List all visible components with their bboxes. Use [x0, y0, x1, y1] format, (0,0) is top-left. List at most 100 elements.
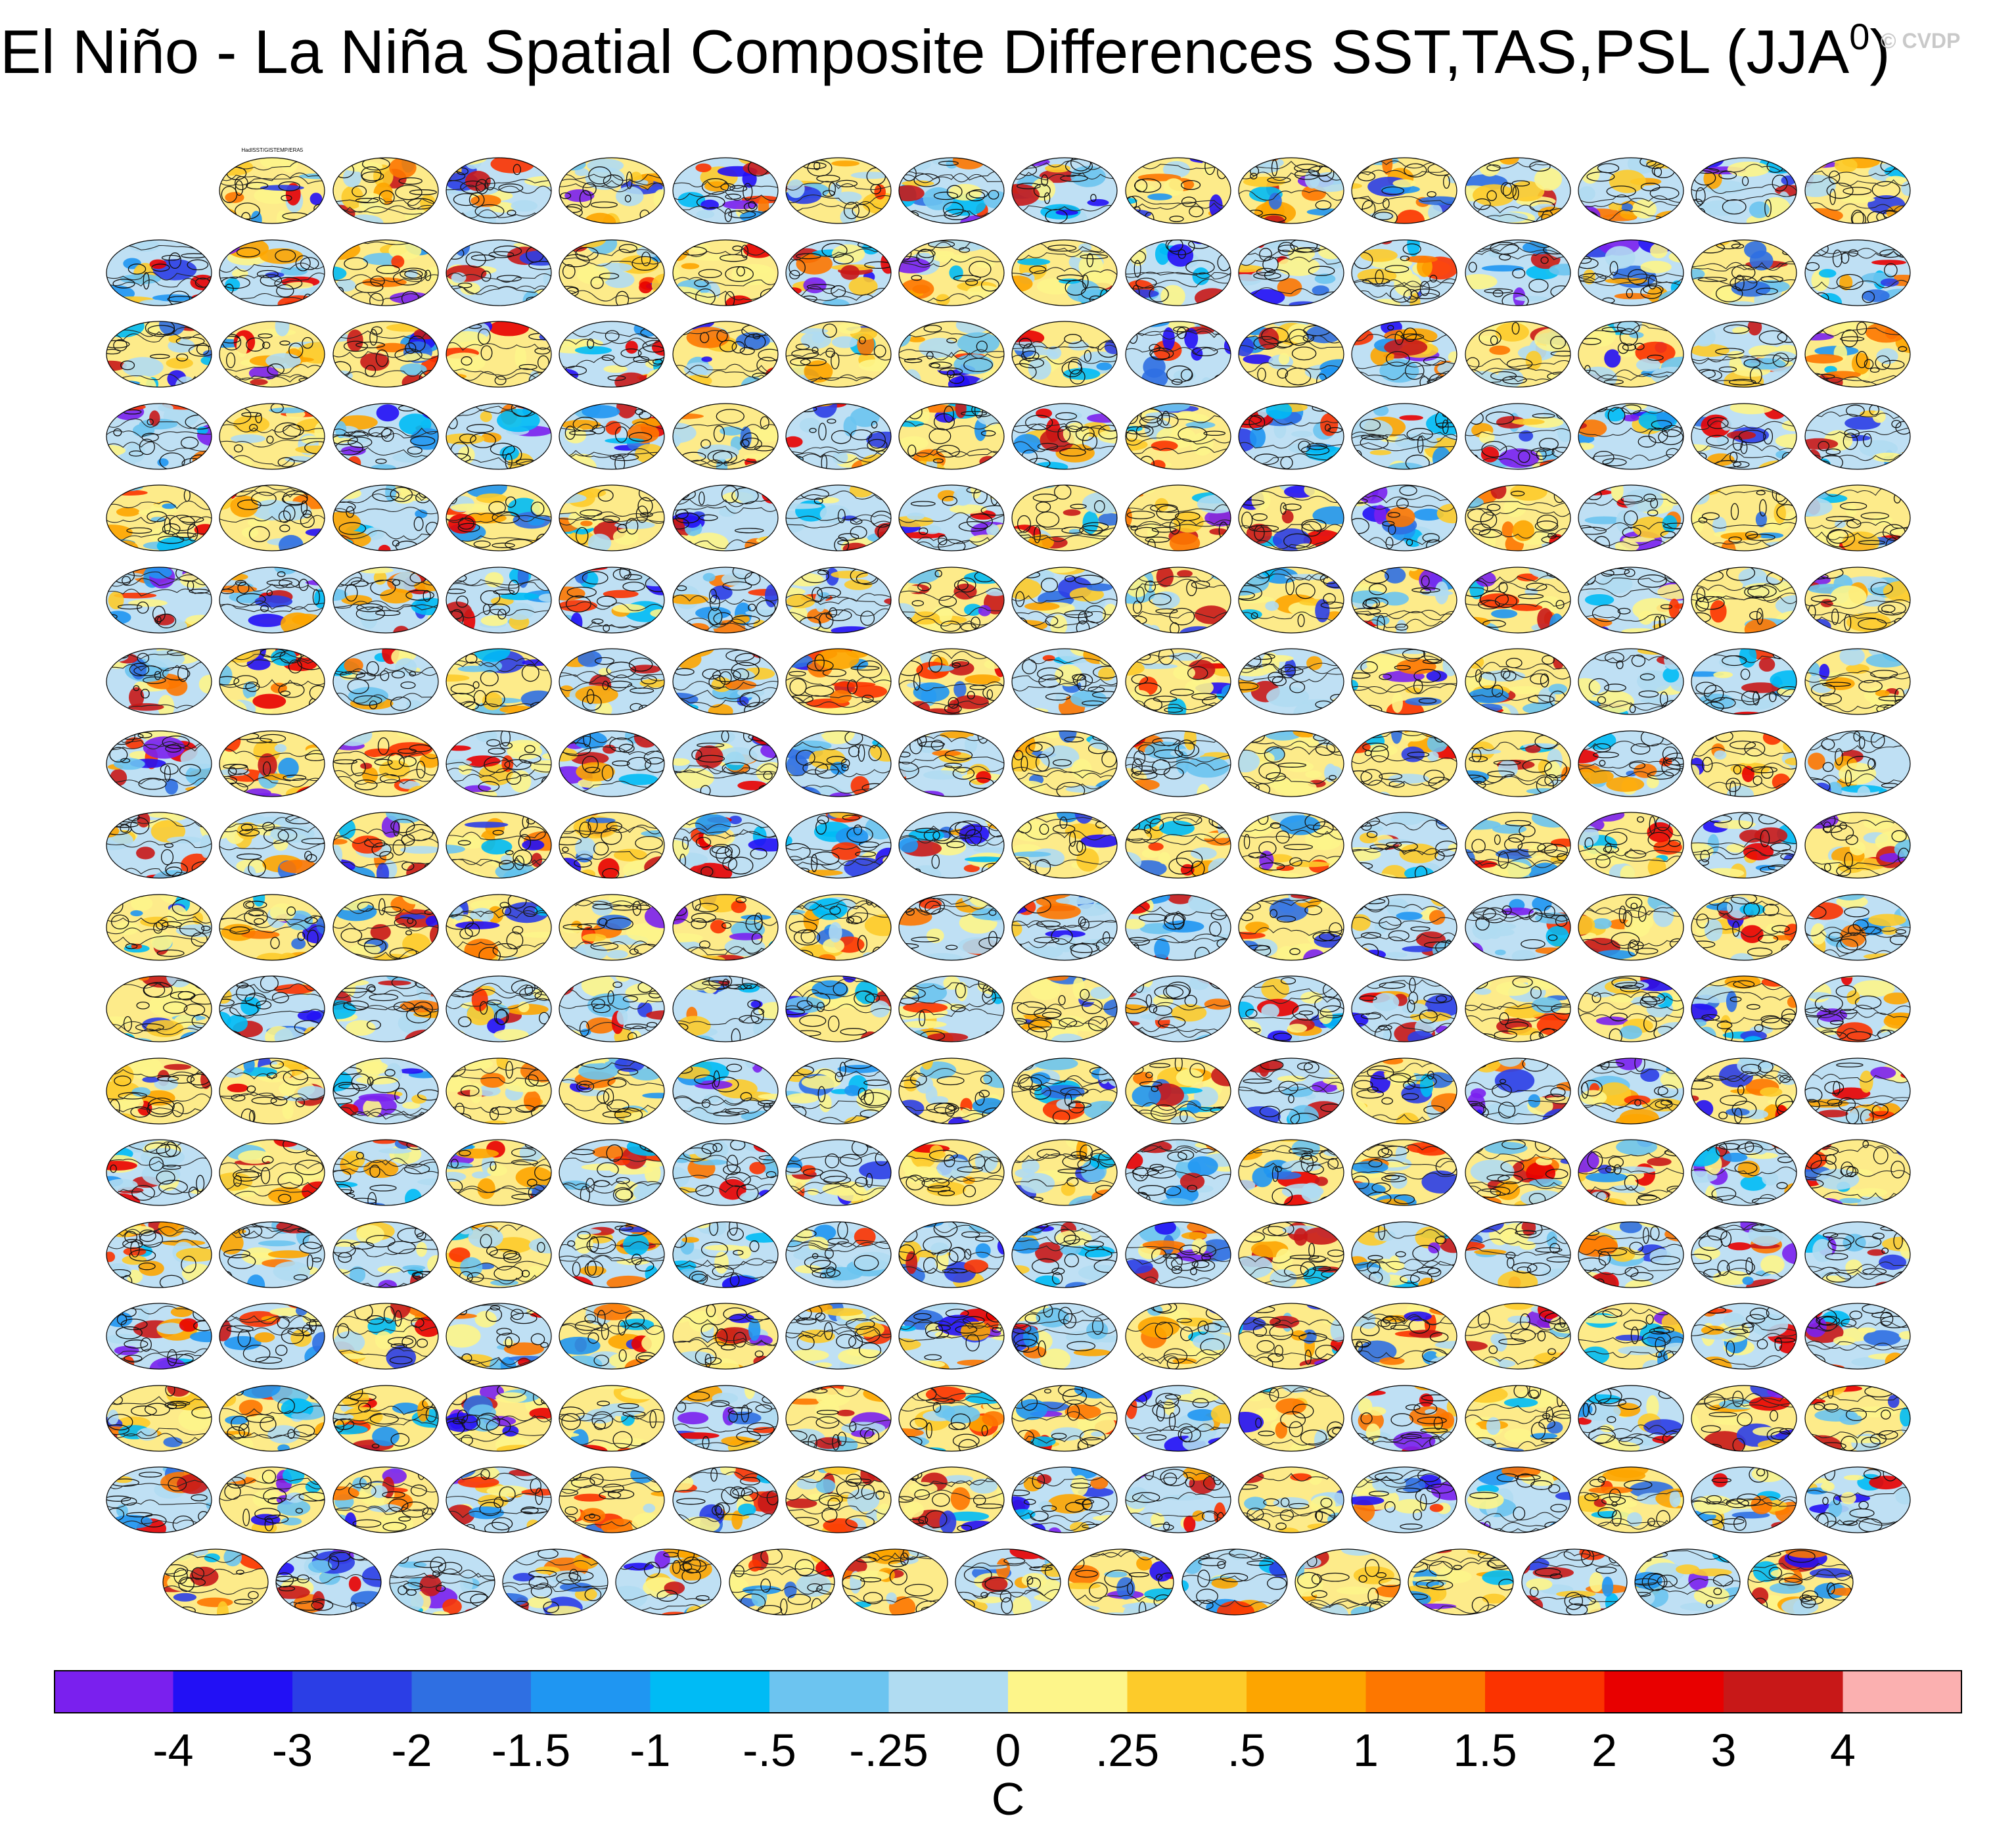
- map-panel: [105, 1466, 213, 1534]
- map-panel-label: [1011, 1456, 1118, 1463]
- map-panel: [1464, 320, 1572, 388]
- map-panel: [445, 1466, 553, 1534]
- world-map-icon: [672, 402, 779, 470]
- world-map-icon: [219, 1221, 325, 1288]
- map-panel-label: [1577, 229, 1685, 236]
- map-panel: [558, 1302, 666, 1370]
- map-panel: [1577, 1138, 1685, 1207]
- world-map-icon: [955, 1548, 1061, 1616]
- world-map-icon: [1804, 648, 1911, 715]
- map-panel-label: [332, 475, 440, 481]
- map-panel: [105, 566, 213, 634]
- world-map-icon: [219, 1303, 325, 1370]
- world-map-icon: [1804, 1466, 1911, 1533]
- world-map-icon: [672, 1057, 779, 1125]
- world-map-icon: [446, 812, 552, 879]
- map-panel-label: [1350, 311, 1458, 317]
- map-panel: HadISST/GISTEMP/ERA5: [218, 147, 326, 225]
- map-panel-label: [1011, 966, 1118, 972]
- world-map-icon: [332, 239, 439, 306]
- map-panel: [672, 320, 779, 388]
- map-panel-label: [1634, 1539, 1741, 1545]
- map-panel-label: [105, 1048, 213, 1054]
- world-map-icon: [1238, 1384, 1344, 1452]
- map-panel: [672, 1466, 779, 1534]
- colorbar-segment: [1604, 1670, 1724, 1713]
- map-panel-label: [785, 1456, 892, 1463]
- map-panel-label: [218, 1129, 326, 1136]
- map-panel-label: [1464, 475, 1572, 481]
- map-panel: [1690, 484, 1798, 552]
- world-map-icon: [898, 1303, 1005, 1370]
- map-panel: [785, 1302, 892, 1370]
- map-panel: [1690, 1302, 1798, 1370]
- world-map-icon: [502, 1548, 608, 1616]
- map-panel: [558, 320, 666, 388]
- map-panel-label: [1124, 475, 1232, 481]
- map-panel: [672, 730, 779, 798]
- world-map-icon: [1351, 321, 1457, 388]
- map-panel: [445, 1384, 553, 1453]
- map-panel: [1124, 730, 1232, 798]
- map-panel-label: [1237, 966, 1345, 972]
- map-panel: [445, 730, 553, 798]
- world-map-icon: [785, 321, 892, 388]
- title-superscript: 0: [1849, 16, 1870, 57]
- map-panel-label: [332, 1211, 440, 1218]
- map-panel-label: [898, 1456, 1005, 1463]
- world-map-icon: [1011, 648, 1118, 715]
- world-map-icon: [332, 1221, 439, 1288]
- world-map-icon: [785, 402, 892, 470]
- world-map-icon: [898, 730, 1005, 797]
- map-panel: [332, 1384, 440, 1453]
- map-panel: [332, 1302, 440, 1370]
- map-panel: [558, 893, 666, 962]
- map-panel: [1011, 566, 1118, 634]
- map-panel-label: [1577, 393, 1685, 400]
- map-panel-label: [1690, 1129, 1798, 1136]
- world-map-icon: [559, 812, 665, 879]
- map-panel: [332, 239, 440, 307]
- map-panel: [332, 647, 440, 716]
- cvdp-watermark: © CVDP: [1881, 29, 1961, 53]
- map-panel: [1690, 1466, 1798, 1534]
- map-panel-label: [445, 720, 553, 727]
- world-map-icon: [559, 648, 665, 715]
- map-panel-label: [672, 1048, 779, 1054]
- map-panel-label: [105, 966, 213, 972]
- world-map-icon: [672, 975, 779, 1042]
- map-panel-label: [558, 1293, 666, 1299]
- map-panel-label: [785, 557, 892, 563]
- colorbar-segment: [1008, 1670, 1128, 1713]
- map-panel-label: [105, 475, 213, 481]
- map-panel-label: [1577, 638, 1685, 645]
- world-map-icon: [672, 893, 779, 961]
- map-panel: [672, 811, 779, 879]
- world-map-icon: [1238, 566, 1344, 634]
- map-panel: [841, 1548, 949, 1616]
- map-panel-label: [1350, 147, 1458, 154]
- world-map-icon: [1691, 566, 1797, 634]
- world-map-icon: [1578, 1221, 1684, 1288]
- colorbar-tick-label: 4: [1830, 1725, 1856, 1776]
- title-text: El Niño - La Niña Spatial Composite Diff…: [0, 17, 1850, 86]
- map-panel-label: [1237, 1211, 1345, 1218]
- map-panel-label: [1747, 1539, 1854, 1545]
- map-panel: [332, 1221, 440, 1289]
- world-map-icon: [1464, 730, 1571, 797]
- map-panel: [1577, 1384, 1685, 1453]
- world-map-icon: [1804, 157, 1911, 224]
- map-panel: [1181, 1548, 1289, 1616]
- map-panel: [445, 1057, 553, 1125]
- world-map-icon: [1578, 402, 1684, 470]
- map-panel: [1124, 975, 1232, 1043]
- map-panel-label: [105, 884, 213, 891]
- map-panel: [445, 975, 553, 1043]
- map-panel-label: [1577, 1211, 1685, 1218]
- map-panel-label: [558, 1456, 666, 1463]
- map-panel-label: [672, 557, 779, 563]
- world-map-icon: [1238, 402, 1344, 470]
- world-map-icon: [785, 1221, 892, 1288]
- world-map-icon: [1691, 1057, 1797, 1125]
- map-panel: [1577, 156, 1685, 225]
